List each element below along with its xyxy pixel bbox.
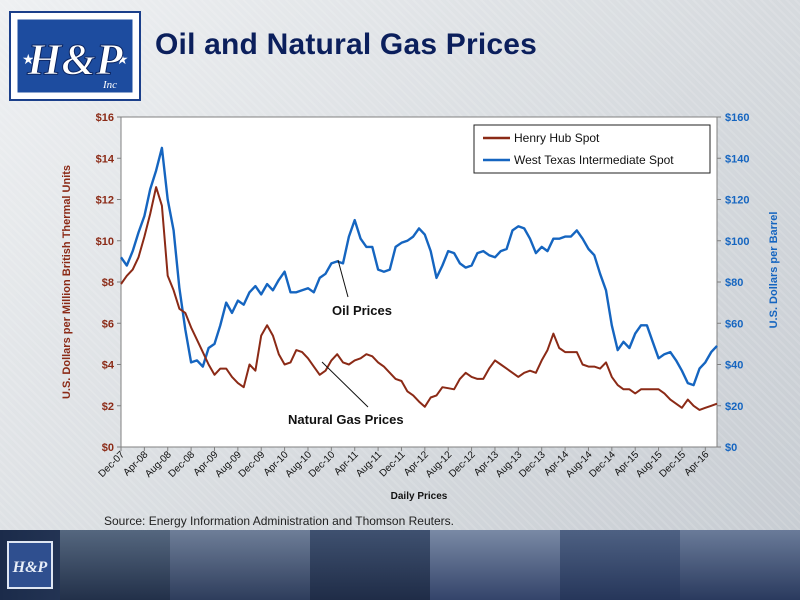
footer-logo: H&P — [7, 541, 53, 589]
x-tick-label: Dec-08 — [167, 449, 198, 480]
left-axis-title: U.S. Dollars per Million British Thermal… — [61, 165, 73, 399]
gas-annotation-leader — [321, 361, 369, 408]
legend-label-wti: West Texas Intermediate Spot — [514, 153, 674, 167]
x-tick-label: Dec-09 — [237, 449, 268, 480]
price-chart: $0 $2 $4 $6 $8 $10 $12 $14 $16 $0 $20 $40 $60 $80 $100… — [61, 112, 780, 502]
left-tick-label: $4 — [102, 360, 115, 372]
x-tick-label: Apr-16 — [682, 449, 711, 478]
left-tick-label: $16 — [96, 112, 114, 124]
footer-logo-text: H&P — [12, 559, 48, 576]
right-tick-label: $40 — [725, 360, 743, 372]
left-tick-label: $0 — [102, 442, 114, 454]
source-note: Source: Energy Information Administratio… — [104, 514, 454, 528]
left-tick-label: $6 — [102, 318, 114, 330]
x-tick-label: Dec-14 — [587, 449, 618, 480]
x-tick-label: Dec-15 — [657, 449, 688, 480]
left-tick-label: $12 — [96, 195, 114, 207]
x-tick-label: Dec-10 — [307, 449, 338, 480]
company-logo: ★ ★ H&P Inc — [9, 11, 141, 101]
logo-star-right: ★ — [116, 52, 129, 68]
left-tick-label: $2 — [102, 401, 114, 413]
footer-photo-strip: H&P — [0, 530, 800, 600]
right-tick-label: $160 — [725, 112, 749, 124]
right-tick-label: $20 — [725, 401, 743, 413]
right-tick-label: $80 — [725, 277, 743, 289]
legend-label-henry-hub: Henry Hub Spot — [514, 131, 600, 145]
x-axis-title: Daily Prices — [391, 491, 448, 502]
left-tick-label: $10 — [96, 236, 114, 248]
gas-annotation: Natural Gas Prices — [288, 412, 404, 427]
left-tick-label: $14 — [96, 153, 115, 165]
series-line-henry-hub — [120, 186, 718, 411]
left-tick-label: $8 — [102, 277, 114, 289]
logo-star-left: ★ — [22, 52, 35, 68]
right-tick-label: $60 — [725, 318, 743, 330]
x-tick-label: Dec-11 — [378, 449, 408, 479]
right-axis-title: U.S. Dollars per Barrel — [768, 212, 780, 329]
series-line-wti — [120, 146, 718, 387]
right-tick-label: $0 — [725, 442, 737, 454]
oil-annotation: Oil Prices — [332, 303, 392, 318]
right-tick-label: $120 — [725, 195, 749, 207]
logo-main-text: H&P — [26, 35, 123, 84]
oil-annotation-leader — [337, 259, 349, 298]
x-tick-label: Dec-12 — [447, 449, 478, 480]
x-tick-label: Dec-13 — [517, 449, 548, 480]
logo-small-text: Inc — [102, 79, 117, 91]
slide-title: Oil and Natural Gas Prices — [155, 28, 538, 61]
right-tick-label: $100 — [725, 236, 749, 248]
right-tick-label: $140 — [725, 153, 749, 165]
legend-box — [473, 124, 711, 174]
